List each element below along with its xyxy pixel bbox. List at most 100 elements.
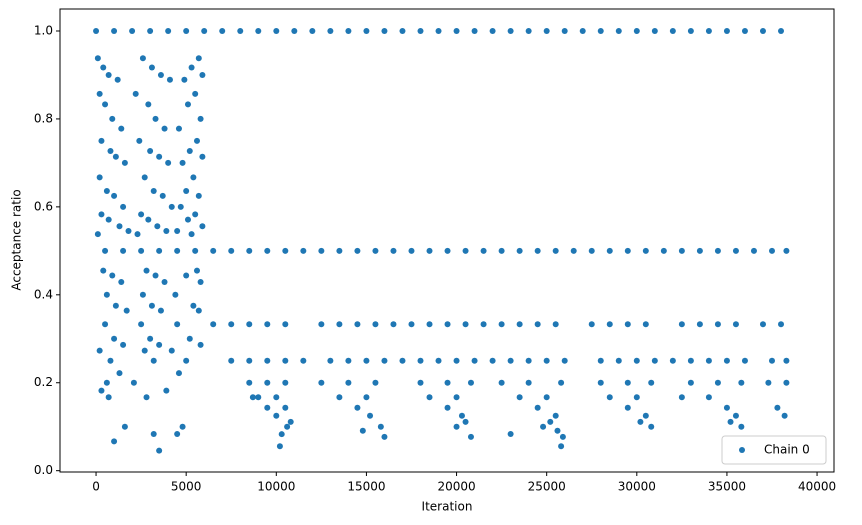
y-tick-label: 1.0 — [34, 23, 53, 37]
point — [98, 387, 105, 394]
point — [210, 247, 217, 254]
point — [597, 27, 604, 34]
point — [696, 247, 703, 254]
point — [111, 192, 118, 199]
point — [462, 247, 469, 254]
x-tick-label: 15000 — [347, 480, 385, 494]
point — [435, 27, 442, 34]
point — [579, 27, 586, 34]
point — [687, 357, 694, 364]
point — [120, 203, 127, 210]
point — [462, 418, 469, 425]
point — [417, 379, 424, 386]
point — [453, 357, 460, 364]
point — [141, 174, 148, 181]
point — [408, 321, 415, 328]
point — [102, 101, 109, 108]
point — [300, 357, 307, 364]
point — [399, 357, 406, 364]
point — [112, 153, 119, 160]
point — [642, 412, 649, 419]
point — [467, 433, 474, 440]
point — [186, 335, 193, 342]
y-tick-label: 0.4 — [34, 287, 53, 301]
point — [141, 347, 148, 354]
point — [199, 223, 206, 230]
point — [197, 115, 204, 122]
point — [687, 379, 694, 386]
point — [246, 247, 253, 254]
point — [354, 247, 361, 254]
x-tick-label: 5000 — [171, 480, 202, 494]
point — [778, 27, 785, 34]
point — [525, 357, 532, 364]
point — [363, 394, 370, 401]
point — [480, 321, 487, 328]
point — [714, 321, 721, 328]
point — [768, 247, 775, 254]
point — [705, 27, 712, 34]
point — [138, 211, 145, 218]
point — [276, 443, 283, 450]
point — [264, 357, 271, 364]
point — [93, 27, 100, 34]
point — [372, 321, 379, 328]
point — [181, 76, 188, 83]
point — [381, 27, 388, 34]
point — [723, 357, 730, 364]
point — [426, 321, 433, 328]
point — [96, 174, 103, 181]
point — [105, 71, 112, 78]
point — [139, 55, 146, 62]
point — [210, 321, 217, 328]
point — [190, 174, 197, 181]
point — [174, 247, 181, 254]
point — [174, 228, 181, 235]
point — [318, 247, 325, 254]
point — [174, 321, 181, 328]
point — [136, 137, 143, 144]
point — [637, 418, 644, 425]
point — [516, 321, 523, 328]
point — [156, 447, 163, 454]
point — [516, 394, 523, 401]
point — [273, 394, 280, 401]
point — [255, 394, 262, 401]
point — [188, 231, 195, 238]
point — [336, 321, 343, 328]
point — [547, 418, 554, 425]
point — [163, 387, 170, 394]
point — [186, 148, 193, 155]
point — [723, 27, 730, 34]
point — [150, 188, 157, 195]
point — [417, 27, 424, 34]
point — [359, 427, 366, 434]
point — [192, 90, 199, 97]
point — [498, 379, 505, 386]
point — [489, 357, 496, 364]
point — [453, 27, 460, 34]
point — [125, 228, 132, 235]
point — [327, 27, 334, 34]
point — [273, 27, 280, 34]
point — [738, 423, 745, 430]
point — [193, 267, 200, 274]
point — [458, 412, 465, 419]
point — [199, 153, 206, 160]
point — [114, 76, 121, 83]
point — [525, 379, 532, 386]
point — [98, 137, 105, 144]
point — [246, 379, 253, 386]
point — [648, 423, 655, 430]
point — [273, 412, 280, 419]
point — [195, 307, 202, 314]
point — [336, 394, 343, 401]
point — [363, 27, 370, 34]
y-axis-label: Acceptance ratio — [10, 189, 24, 290]
point — [540, 423, 547, 430]
point — [768, 357, 775, 364]
point — [175, 125, 182, 132]
point — [507, 431, 514, 438]
point — [498, 247, 505, 254]
point — [300, 247, 307, 254]
